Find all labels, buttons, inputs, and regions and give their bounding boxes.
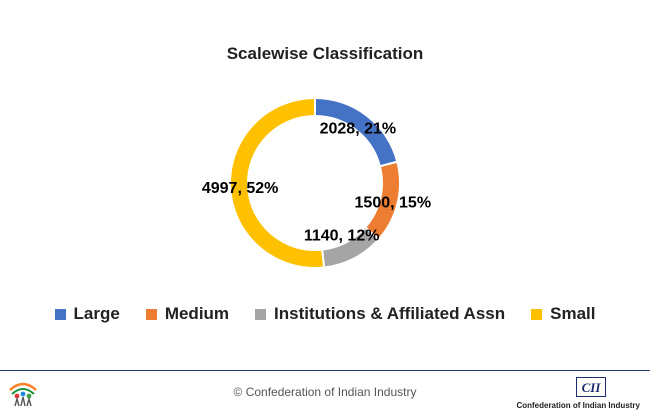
legend-item: Small <box>531 304 595 324</box>
left-logo-icon <box>9 382 37 407</box>
legend-item: Large <box>54 304 120 324</box>
legend-label: Medium <box>164 304 230 323</box>
cii-org-name: Confederation of Indian Industry <box>516 401 640 410</box>
data-label: 1500, 15% <box>355 195 432 212</box>
donut-slices <box>229 96 401 269</box>
cii-logo-text: CII <box>582 380 602 395</box>
donut-data-labels: 2028, 21% 1500, 15% 1140, 12% 4997, 52% <box>202 121 431 245</box>
legend-item: Medium <box>145 304 230 324</box>
chart-legend: Large Medium Institutions & Affiliated Ass… <box>0 304 650 324</box>
data-label: 1140, 12% <box>304 228 380 245</box>
chart-title: Scalewise Classification <box>226 44 424 63</box>
legend-swatch <box>54 308 66 320</box>
footer-divider <box>0 370 650 371</box>
data-label: 2028, 21% <box>320 121 397 138</box>
donut-slice-small <box>229 96 326 269</box>
legend-swatch <box>255 308 267 320</box>
cii-logo-icon: CII <box>576 377 606 397</box>
legend-label: Large <box>73 304 120 323</box>
legend-label: Institutions & Affiliated Assn <box>274 304 506 323</box>
copyright-text: © Confederation of Indian Industry <box>233 385 417 399</box>
legend-item: Institutions & Affiliated Assn <box>255 304 505 324</box>
data-label: 4997, 52% <box>202 180 279 197</box>
legend-swatch <box>531 308 543 320</box>
legend-swatch <box>145 308 157 320</box>
donut-chart: 2028, 21% 1500, 15% 1140, 12% 4997, 52% <box>202 96 431 269</box>
legend-label: Small <box>550 304 596 323</box>
